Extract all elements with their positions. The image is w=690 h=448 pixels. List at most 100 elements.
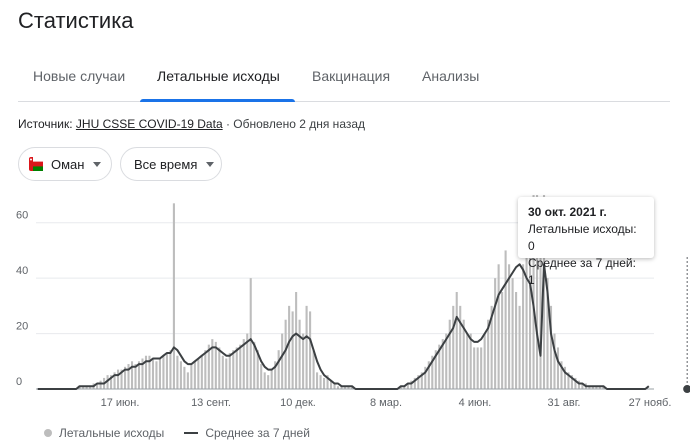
bar bbox=[218, 347, 221, 389]
bar bbox=[263, 372, 266, 389]
bar bbox=[427, 361, 430, 389]
tooltip-date: 30 окт. 2021 г. bbox=[528, 205, 607, 219]
bar bbox=[452, 305, 455, 389]
bar bbox=[487, 319, 490, 389]
tab-deaths[interactable]: Летальные исходы bbox=[157, 68, 280, 84]
bar bbox=[144, 355, 148, 389]
bar bbox=[197, 358, 200, 389]
bar bbox=[417, 375, 420, 389]
caret-down-icon bbox=[93, 161, 102, 167]
country-label: Оман bbox=[51, 156, 85, 172]
bar bbox=[469, 333, 472, 389]
bar bbox=[413, 377, 416, 389]
bar bbox=[302, 333, 305, 389]
bar bbox=[420, 372, 423, 389]
tab-vaccination[interactable]: Вакцинация bbox=[312, 68, 391, 84]
bar bbox=[445, 333, 448, 389]
tooltip-deaths: Летальные исходы: 0 bbox=[528, 222, 637, 253]
bar bbox=[476, 347, 479, 389]
tab-tests[interactable]: Анализы bbox=[422, 68, 480, 84]
bar bbox=[340, 386, 343, 389]
y-tick-label: 60 bbox=[16, 210, 28, 222]
bar bbox=[577, 380, 580, 389]
bar bbox=[570, 375, 573, 389]
source-link[interactable]: JHU CSSE COVID-19 Data bbox=[75, 117, 223, 131]
bar bbox=[253, 341, 256, 389]
page-title: Статистика bbox=[18, 8, 134, 33]
bar bbox=[214, 341, 217, 389]
bar bbox=[134, 364, 137, 389]
bar bbox=[459, 305, 462, 389]
bar bbox=[260, 364, 263, 389]
legend-line-label: Среднее за 7 дней bbox=[205, 426, 310, 440]
bar bbox=[284, 319, 287, 389]
bar bbox=[546, 278, 549, 389]
bar bbox=[239, 344, 242, 389]
bar bbox=[343, 386, 347, 389]
bar bbox=[190, 364, 193, 389]
bar bbox=[462, 319, 465, 389]
x-tick-label: 4 июн. bbox=[459, 397, 492, 409]
bar bbox=[326, 375, 329, 389]
bar bbox=[466, 333, 469, 389]
bar bbox=[525, 236, 528, 389]
bar bbox=[295, 292, 298, 389]
bar bbox=[155, 361, 158, 389]
average-line bbox=[37, 263, 650, 390]
period-select[interactable]: Все время bbox=[120, 147, 222, 181]
bar bbox=[333, 383, 336, 389]
bar bbox=[256, 350, 259, 389]
bar bbox=[522, 264, 525, 389]
bar bbox=[169, 350, 172, 389]
active-tab-indicator bbox=[140, 99, 295, 102]
bar bbox=[560, 361, 563, 389]
chart-legend: Летальные исходы Среднее за 7 дней bbox=[44, 426, 310, 440]
x-tick-label: 17 июн. bbox=[101, 397, 140, 409]
bar bbox=[532, 195, 535, 389]
bar bbox=[410, 380, 413, 389]
bar bbox=[347, 386, 350, 389]
bar bbox=[305, 305, 308, 389]
bar bbox=[274, 361, 277, 389]
country-select[interactable]: Оман bbox=[18, 147, 112, 181]
bar bbox=[291, 311, 294, 389]
bar bbox=[591, 386, 594, 389]
bar bbox=[89, 386, 92, 389]
bar bbox=[179, 361, 182, 389]
bar bbox=[501, 292, 504, 389]
bar bbox=[539, 200, 542, 389]
bar bbox=[319, 375, 322, 389]
y-tick-label: 40 bbox=[16, 265, 28, 277]
bar bbox=[494, 278, 497, 389]
bar bbox=[204, 350, 207, 389]
bar bbox=[448, 319, 451, 389]
source-line: Источник: JHU CSSE COVID-19 Data · Обнов… bbox=[18, 117, 365, 131]
bar bbox=[130, 361, 134, 389]
bar bbox=[529, 217, 532, 389]
bar bbox=[567, 372, 570, 389]
period-label: Все время bbox=[134, 156, 198, 172]
bar bbox=[518, 305, 521, 389]
bar bbox=[298, 319, 301, 389]
bar bbox=[228, 352, 231, 389]
bar bbox=[406, 383, 409, 389]
bar bbox=[441, 339, 444, 389]
bar bbox=[113, 372, 116, 389]
updated-text: · Обновлено 2 дня назад bbox=[225, 117, 366, 131]
tooltip-avg: Среднее за 7 дней: 1 bbox=[528, 256, 636, 287]
bar bbox=[172, 203, 175, 389]
bar bbox=[515, 292, 518, 389]
bar bbox=[602, 386, 605, 389]
deaths-chart[interactable]: 0 20 40 60 17 июн. 13 сент. 10 дек. 8 мар. 4 июн… bbox=[0, 195, 690, 423]
bar bbox=[403, 386, 406, 389]
bar bbox=[232, 350, 235, 389]
bar bbox=[455, 292, 458, 389]
tab-new-cases[interactable]: Новые случаи bbox=[33, 68, 126, 84]
bar bbox=[120, 369, 123, 389]
bar bbox=[336, 386, 340, 389]
bar bbox=[78, 386, 81, 389]
bar bbox=[183, 366, 186, 389]
bar bbox=[246, 333, 249, 389]
source-prefix: Источник: bbox=[18, 117, 73, 131]
bar bbox=[221, 355, 224, 389]
